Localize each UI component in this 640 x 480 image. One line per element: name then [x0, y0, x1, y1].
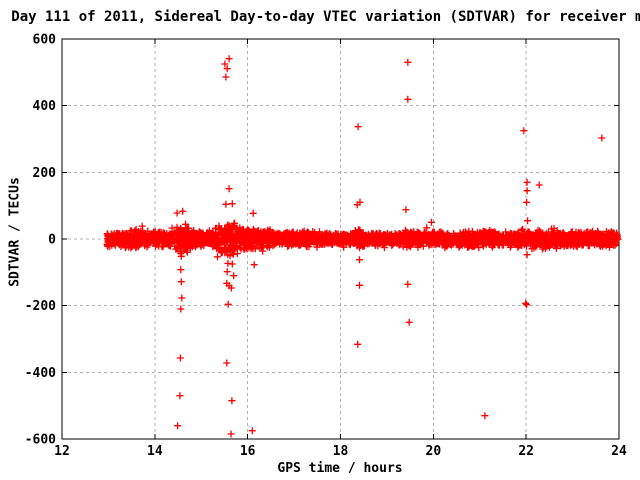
- x-tick-label: 14: [147, 444, 163, 459]
- x-tick-label: 20: [426, 444, 442, 459]
- y-tick-label: 400: [33, 99, 57, 114]
- chart-title: Day 111 of 2011, Sidereal Day-to-day VTE…: [11, 9, 640, 25]
- data-points-outliers: [173, 55, 606, 438]
- x-axis-label: GPS time / hours: [277, 461, 403, 476]
- y-tick-label: 0: [48, 233, 56, 248]
- x-tick-label: 22: [518, 444, 534, 459]
- y-tick-label: -400: [25, 366, 56, 381]
- y-tick-label: 200: [33, 166, 57, 181]
- y-tick-label: 600: [33, 33, 57, 48]
- x-tick-label: 16: [240, 444, 256, 459]
- data-points-band: [103, 219, 622, 267]
- y-tick-label: -200: [25, 299, 56, 314]
- x-tick-label: 12: [54, 444, 70, 459]
- y-tick-label: -600: [25, 433, 56, 448]
- x-tick-label: 24: [611, 444, 627, 459]
- x-tick-label: 18: [333, 444, 349, 459]
